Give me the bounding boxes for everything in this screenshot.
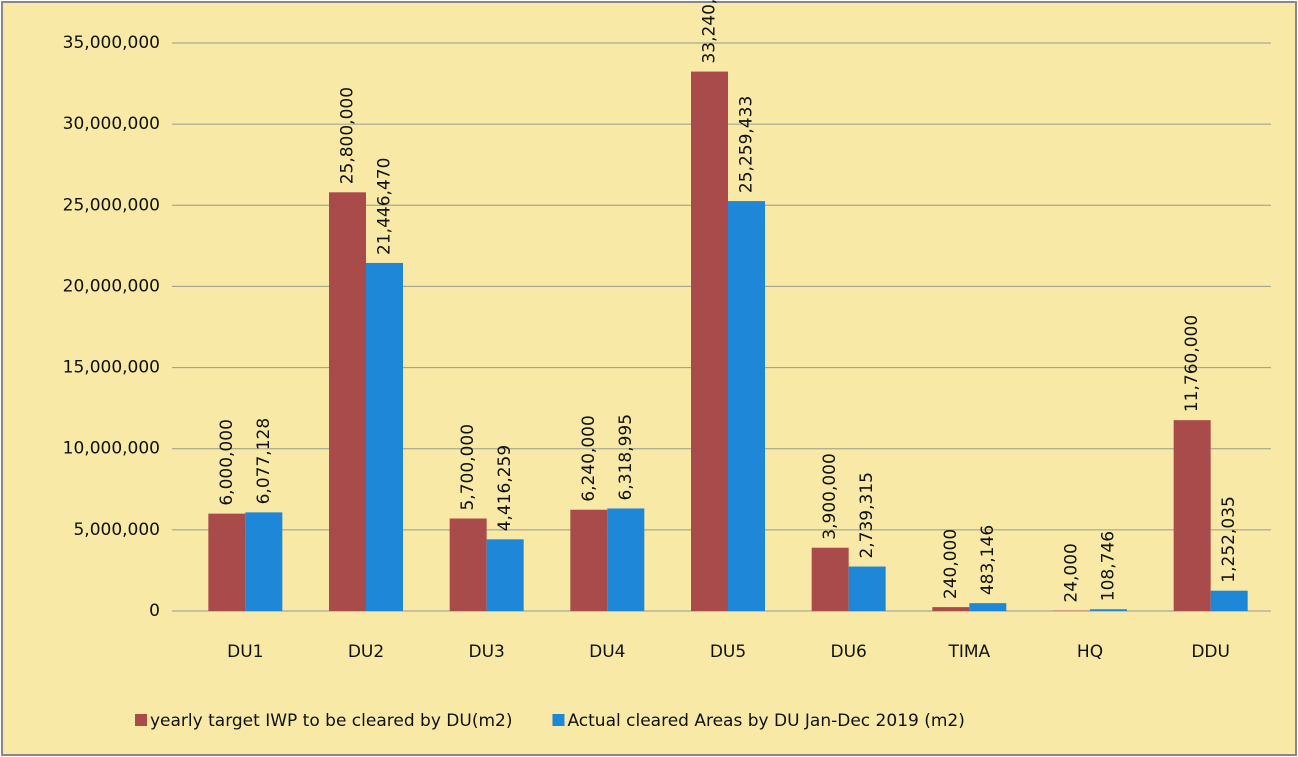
x-tick-label: DU6 — [830, 642, 866, 662]
x-tick-label: DU1 — [227, 642, 263, 662]
bar — [1090, 609, 1127, 611]
value-label: 6,240,000 — [579, 415, 599, 502]
bar — [932, 607, 970, 611]
value-label: 6,000,000 — [217, 419, 237, 506]
value-label: 25,259,433 — [737, 96, 757, 193]
bar — [1210, 590, 1248, 611]
value-label: 2,739,315 — [857, 472, 877, 559]
x-tick-label: DU3 — [468, 642, 504, 662]
x-tick-label: DDU — [1191, 642, 1230, 662]
value-label: 25,800,000 — [338, 87, 358, 184]
value-label: 3,900,000 — [820, 453, 840, 540]
value-label: 6,318,995 — [616, 414, 636, 501]
legend-swatch — [552, 714, 565, 726]
bar — [449, 518, 487, 611]
value-label: 21,446,470 — [375, 158, 395, 255]
bar — [728, 201, 765, 611]
value-label: 240,000 — [941, 529, 961, 599]
value-label: 24,000 — [1062, 543, 1082, 602]
bar — [366, 262, 403, 611]
x-tick-label: DU5 — [710, 642, 746, 662]
x-tick-label: DU4 — [589, 642, 625, 662]
bar — [486, 539, 524, 611]
y-tick-label: 0 — [149, 601, 160, 621]
bar — [1173, 420, 1211, 611]
legend-label: Actual cleared Areas by DU Jan-Dec 2019 … — [567, 711, 964, 731]
bar — [607, 508, 645, 611]
value-label: 6,077,128 — [254, 418, 274, 505]
value-label: 33,240,000 — [700, 0, 720, 64]
y-tick-label: 25,000,000 — [63, 195, 160, 215]
x-tick-label: DU2 — [348, 642, 384, 662]
bar — [811, 547, 849, 611]
value-label: 108,746 — [1099, 531, 1119, 601]
bar — [208, 513, 246, 611]
legend-label: yearly target IWP to be cleared by DU(m2… — [150, 711, 512, 731]
x-tick-label: TIMA — [947, 642, 990, 662]
value-label: 4,416,259 — [495, 445, 515, 532]
y-tick-label: 5,000,000 — [73, 520, 160, 540]
y-tick-label: 15,000,000 — [63, 358, 160, 378]
value-label: 483,146 — [978, 525, 998, 595]
value-label: 5,700,000 — [458, 424, 478, 511]
y-tick-label: 10,000,000 — [63, 439, 160, 459]
value-label: 1,252,035 — [1219, 496, 1239, 583]
bar — [848, 566, 886, 611]
legend-swatch — [135, 714, 147, 726]
value-label: 11,760,000 — [1182, 315, 1202, 412]
bar — [969, 603, 1007, 611]
bar — [570, 509, 608, 611]
bar — [245, 512, 283, 611]
bar — [329, 192, 366, 611]
bar — [691, 71, 728, 612]
y-tick-label: 35,000,000 — [63, 33, 160, 53]
x-tick-label: HQ — [1077, 642, 1103, 662]
y-tick-label: 30,000,000 — [63, 114, 160, 134]
y-tick-label: 20,000,000 — [63, 276, 160, 296]
